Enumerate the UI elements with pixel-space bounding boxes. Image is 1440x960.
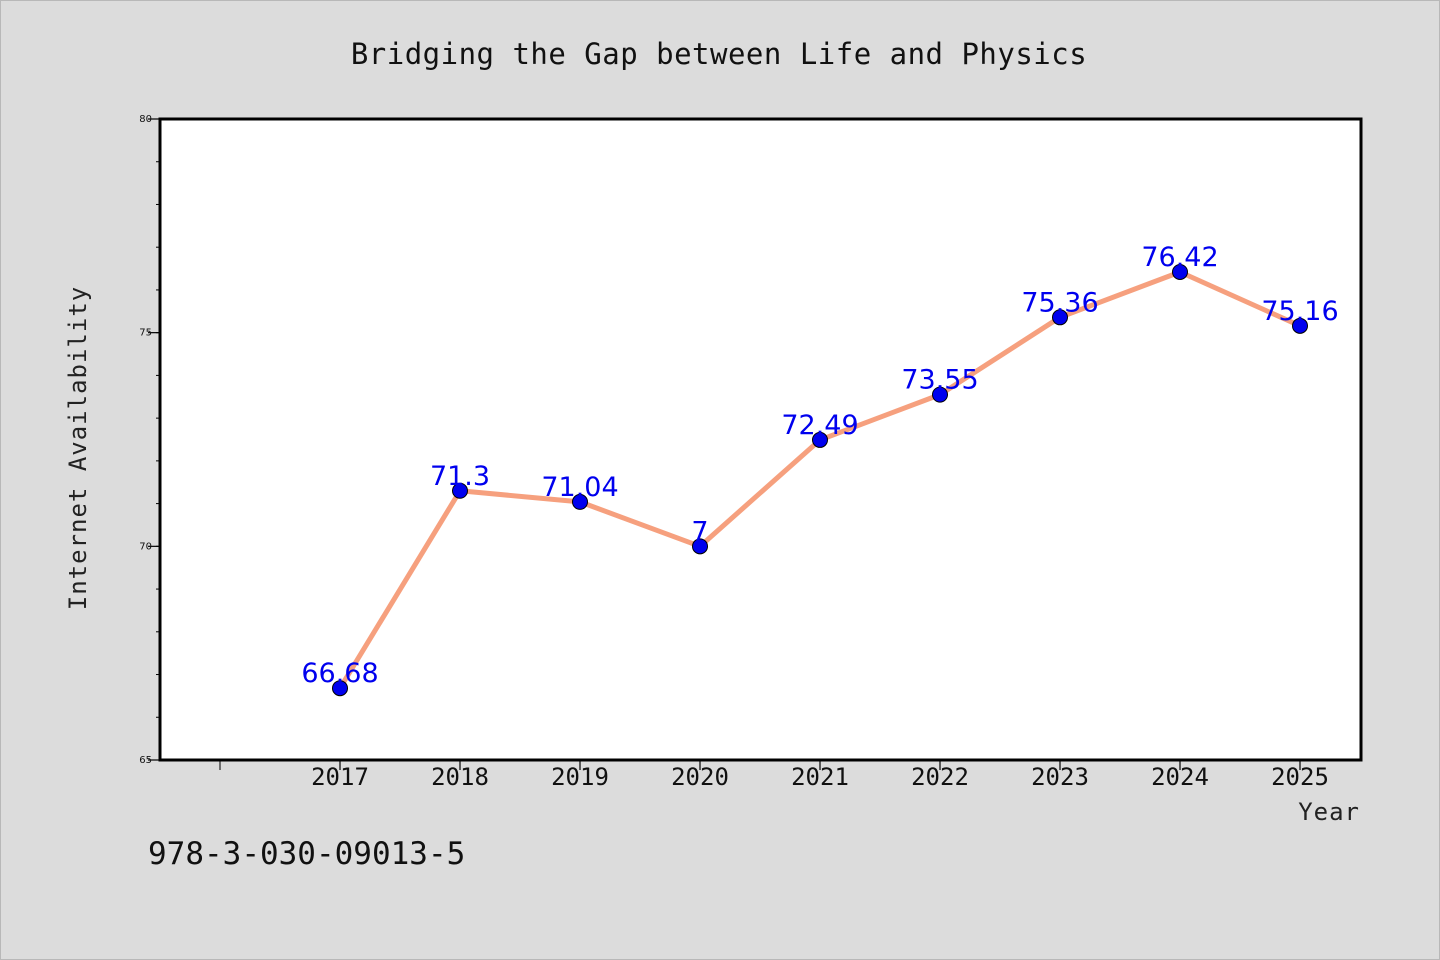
data-point-label: 71.04	[541, 472, 618, 503]
x-axis-title: Year	[1298, 798, 1360, 826]
data-point-label: 71.3	[430, 461, 490, 492]
data-point-marker	[932, 386, 948, 403]
y-major-ticks: 65 70 75 80	[139, 114, 160, 766]
x-tick-label: 2023	[1031, 763, 1089, 791]
y-tick-label: 75	[139, 328, 152, 339]
data-point-marker	[1052, 309, 1068, 326]
x-tick-label: 2020	[671, 763, 729, 791]
x-tick-label: 2018	[431, 763, 489, 791]
data-point-label: 75.36	[1021, 287, 1098, 318]
data-point-marker	[332, 680, 348, 697]
isbn-label: 978-3-030-09013-5	[148, 836, 465, 872]
y-tick-label: 70	[139, 541, 152, 552]
y-tick-label: 65	[139, 755, 152, 766]
x-tick-label: 2017	[311, 763, 369, 791]
data-point-marker	[812, 431, 828, 448]
x-tick-label: 2021	[791, 763, 849, 791]
data-point-marker	[692, 538, 708, 555]
data-point-marker	[1172, 263, 1188, 280]
data-point-label: 7	[691, 516, 708, 547]
plot-border	[158, 117, 1363, 762]
x-ticks: 2017 2018 2019 2020 2021 2022 2023 2024 2025	[219, 760, 1329, 791]
data-point-label: 72.49	[781, 410, 858, 441]
chart-title: Bridging the Gap between Life and Physic…	[351, 37, 1087, 71]
x-tick-label: 2024	[1151, 763, 1209, 791]
y-axis-title: Internet Availability	[64, 286, 92, 610]
data-point-label: 73.55	[901, 365, 978, 396]
data-point-label: 76.42	[1141, 242, 1218, 273]
y-tick-label: 80	[139, 114, 152, 125]
data-point-label: 75.16	[1261, 296, 1338, 327]
data-point-marker	[1292, 317, 1308, 334]
series-markers	[332, 263, 1308, 697]
data-point-label: 66.68	[301, 658, 378, 689]
data-point-marker	[452, 482, 468, 499]
x-tick-label: 2022	[911, 763, 969, 791]
x-tick-label: 2025	[1271, 763, 1329, 791]
data-labels: 66.68 71.3 71.04 7 72.49 73.55 75.36 76.42 75.16	[301, 242, 1338, 689]
data-point-marker	[572, 493, 588, 510]
x-tick-label: 2019	[551, 763, 609, 791]
